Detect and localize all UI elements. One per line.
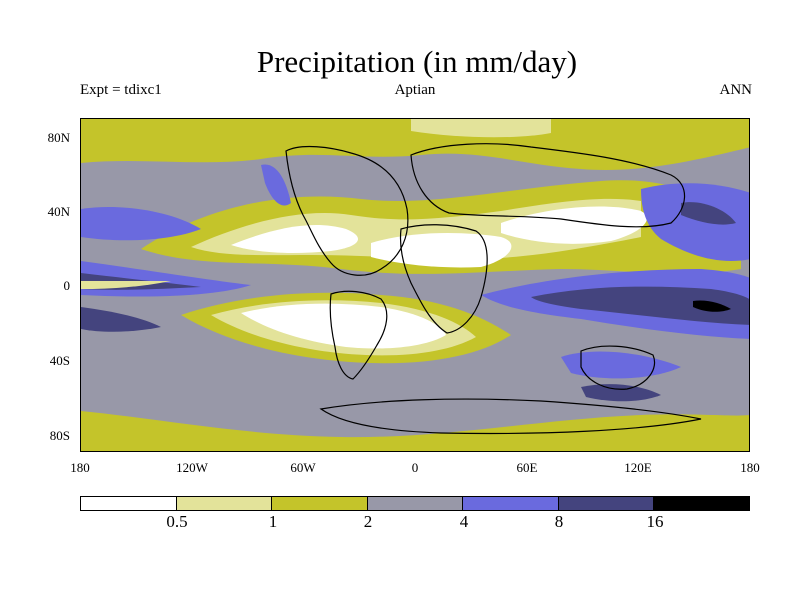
s-pacific-desert <box>241 303 446 349</box>
x-tick-60w: 60W <box>290 460 316 475</box>
n-atlantic-desert <box>371 233 512 268</box>
x-tick-120e: 120E <box>624 460 652 475</box>
colorbar-swatch-3 <box>367 497 464 510</box>
eq-dry-tongue <box>81 281 171 289</box>
period-label: Aptian <box>394 82 436 98</box>
colorbar-swatch-4 <box>463 497 559 510</box>
y-tick-40n: 40N <box>47 204 70 219</box>
pacific-max <box>693 300 731 312</box>
indo-pacific-heavy <box>531 286 749 325</box>
y-tick-eq: 0 <box>63 278 71 293</box>
asia-desert <box>501 206 647 244</box>
arctic-dry-patch <box>411 119 551 138</box>
s-indian-wet <box>561 351 681 379</box>
precipitation-map <box>80 118 750 452</box>
colorbar-swatch-6 <box>654 497 750 510</box>
na-coast-wet <box>261 164 291 206</box>
colorbar-label-4: 8 <box>554 512 564 531</box>
colorbar-label-3: 4 <box>459 512 469 531</box>
s-pacific-heavy <box>81 307 161 332</box>
x-tick-60e: 60E <box>516 460 538 475</box>
arctic-band <box>81 119 749 170</box>
plot-title: Precipitation (in mm/day) <box>256 44 578 79</box>
colorbar-swatch-1 <box>176 497 273 510</box>
n-pacific-desert <box>231 224 358 253</box>
southern-band <box>81 411 749 451</box>
y-tick-80n: 80N <box>47 130 70 145</box>
colorbar-swatch-2 <box>272 497 368 510</box>
colorbar-swatch-0 <box>81 497 177 510</box>
x-tick-180e: 180 <box>740 460 760 475</box>
season-label: ANN <box>719 82 753 98</box>
x-tick-120w: 120W <box>176 460 208 475</box>
coastlines <box>285 143 702 435</box>
x-tick-180w: 180 <box>70 460 90 475</box>
experiment-label: Expt = tdixc1 <box>80 82 162 98</box>
y-tick-40s: 40S <box>49 353 70 368</box>
nw-pacific-wet <box>641 183 749 261</box>
colorbar-label-5: 16 <box>646 512 664 531</box>
colorbar-label-1: 1 <box>268 512 278 531</box>
ne-pacific-wet <box>81 207 201 241</box>
nw-pacific-heavy <box>681 202 736 225</box>
colorbar-swatch-5 <box>558 497 655 510</box>
colorbar-label-2: 2 <box>363 512 373 531</box>
y-tick-80s: 80S <box>49 428 70 443</box>
colorbar-label-0: 0.5 <box>166 512 188 531</box>
s-indian-heavy <box>581 384 661 402</box>
x-tick-0: 0 <box>411 460 419 475</box>
colorbar <box>80 496 750 511</box>
